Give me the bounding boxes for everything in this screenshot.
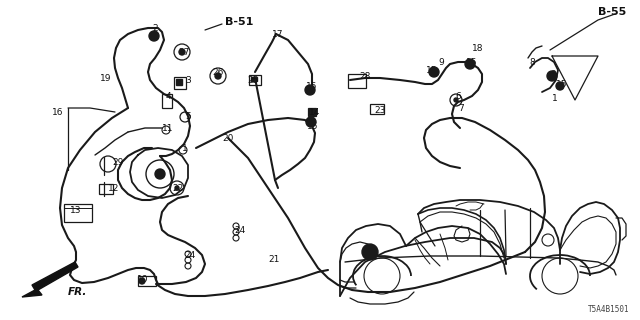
Polygon shape [176,79,182,85]
Text: 3: 3 [185,76,191,84]
Text: 19: 19 [100,74,112,83]
Text: 27: 27 [179,47,189,57]
Text: 15: 15 [467,58,477,67]
Circle shape [362,244,378,260]
Text: 17: 17 [272,29,284,38]
Text: 25: 25 [247,76,259,84]
Text: 10: 10 [137,276,148,284]
Circle shape [306,117,316,127]
Text: 7: 7 [458,103,464,113]
Text: 15: 15 [426,66,438,75]
Polygon shape [309,109,315,115]
Text: 12: 12 [108,183,120,193]
Text: 9: 9 [550,69,556,78]
Text: FR.: FR. [68,287,88,297]
Text: 18: 18 [472,44,484,52]
Circle shape [155,169,165,179]
Text: B-55: B-55 [598,7,627,17]
Text: 20: 20 [222,133,234,142]
Text: 2: 2 [152,23,158,33]
Circle shape [175,186,179,190]
Text: 29: 29 [112,157,124,166]
Bar [174,77,186,89]
Text: T5A4B1501: T5A4B1501 [588,305,630,314]
Text: 8: 8 [529,58,535,67]
Text: 4: 4 [165,92,171,100]
Bar [99,184,113,194]
Polygon shape [251,77,257,81]
Circle shape [179,49,185,55]
Text: 11: 11 [163,124,173,132]
Circle shape [429,67,439,77]
Circle shape [139,278,145,284]
Polygon shape [22,262,78,297]
Bar [348,74,366,88]
Text: 1: 1 [552,93,558,102]
Bar [138,276,156,286]
Text: 28: 28 [359,71,371,81]
Text: 16: 16 [52,108,64,116]
Text: 24: 24 [234,226,246,235]
Text: 1: 1 [182,143,188,153]
Circle shape [454,98,458,102]
Text: 15: 15 [307,122,319,131]
Bar [370,104,384,114]
Text: 9: 9 [438,58,444,67]
Circle shape [547,71,557,81]
Bar [64,204,92,222]
Circle shape [215,73,221,79]
Text: B-51: B-51 [225,17,253,27]
Text: 15: 15 [307,82,317,91]
Text: 13: 13 [70,205,82,214]
Text: 22: 22 [172,183,184,193]
Bar [162,94,172,108]
Text: 6: 6 [455,92,461,100]
Text: 21: 21 [268,255,280,265]
Text: 15: 15 [556,79,568,89]
Circle shape [149,31,159,41]
Text: 5: 5 [185,111,191,121]
Text: 23: 23 [374,106,386,115]
Circle shape [556,82,564,90]
Text: 26: 26 [212,68,224,76]
Bar [249,75,261,85]
Bar [308,108,316,116]
Circle shape [305,85,315,95]
Circle shape [465,59,475,69]
Text: 24: 24 [184,252,196,260]
Text: 14: 14 [309,108,321,116]
